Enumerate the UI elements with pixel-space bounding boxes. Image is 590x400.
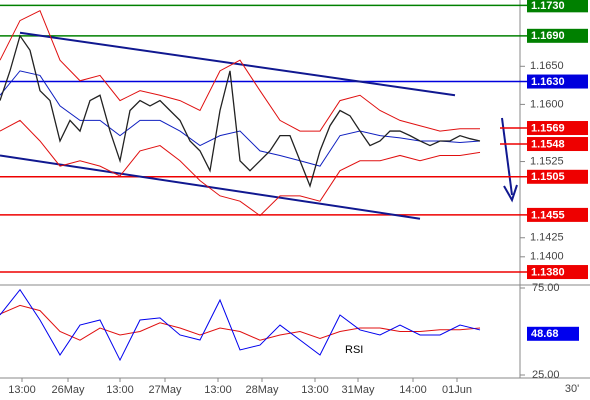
x-tick-label: 01Jun: [442, 384, 472, 396]
lower-band: [0, 119, 481, 217]
price-line: [0, 34, 481, 188]
level-label: 1.1569: [531, 122, 565, 134]
trendline: [19, 31, 456, 97]
forecast-arrow: [501, 117, 518, 203]
y-tick-label: 1.1425: [530, 232, 564, 244]
x-tick-label: 28May: [245, 384, 279, 396]
level-label: 1.1630: [531, 76, 565, 88]
y-tick-label: 1.1400: [530, 251, 564, 263]
level-label: 1.1690: [531, 30, 565, 42]
level-badge: [527, 28, 588, 43]
level-label: 1.1505: [531, 171, 565, 183]
rsi-line: [0, 288, 481, 362]
rsi-badge: [527, 326, 579, 341]
upper-band: [0, 9, 480, 132]
x-tick-label: 26May: [51, 384, 85, 396]
level-badge: [527, 207, 588, 222]
trendline: [0, 154, 421, 220]
level-label: 1.1380: [531, 266, 565, 278]
y-tick-label: 1.1600: [530, 98, 564, 110]
x-tick-label: 13:00: [8, 384, 36, 396]
x-tick-label: 27May: [148, 384, 182, 396]
level-label: 1.1455: [531, 209, 565, 221]
x-tick-label: 13:00: [106, 384, 134, 396]
rsi-tick-label: 75.00: [532, 282, 560, 294]
level-label: 1.1548: [531, 138, 565, 150]
rsi-signal: [0, 304, 481, 341]
y-tick-label: 1.1525: [530, 155, 564, 167]
moving-average: [0, 70, 481, 167]
rsi-tick-label: 25.00: [532, 369, 560, 381]
level-badge: [527, 137, 588, 152]
level-label: 1.1730: [531, 0, 565, 12]
rsi-value-label: 48.68: [531, 328, 559, 340]
level-badge: [527, 0, 588, 13]
x-tick-label: 13:00: [301, 384, 329, 396]
level-badge: [527, 121, 588, 136]
timeframe: 30': [565, 383, 579, 395]
y-tick-label: 1.1650: [530, 60, 564, 72]
level-badge: [527, 74, 588, 89]
x-tick-label: 13:00: [204, 384, 232, 396]
rsi-title: RSI: [345, 344, 363, 356]
level-badge: [527, 169, 588, 184]
x-tick-label: 31May: [341, 384, 375, 396]
x-tick-label: 14:00: [399, 384, 427, 396]
level-badge: [527, 265, 588, 280]
